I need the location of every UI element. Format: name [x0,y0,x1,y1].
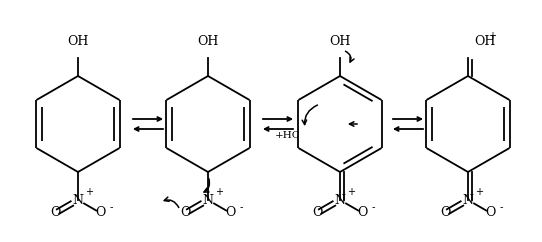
Text: O: O [180,206,191,219]
Text: OH: OH [330,35,351,48]
Text: +: + [85,187,93,197]
Text: -: - [240,202,243,212]
Text: +: + [347,187,355,197]
Text: N: N [73,194,83,206]
Text: +: + [475,187,483,197]
Text: OH: OH [67,35,89,48]
Text: O: O [357,206,367,219]
Text: +: + [488,31,496,41]
Text: N: N [462,194,474,206]
Text: O: O [312,206,322,219]
Text: N: N [334,194,345,206]
Text: -: - [500,202,504,212]
Text: -: - [372,202,375,212]
Text: -: - [110,202,113,212]
Text: O: O [50,206,61,219]
Text: +: + [215,187,223,197]
Text: O: O [95,206,106,219]
Text: N: N [203,194,214,206]
Text: O: O [225,206,236,219]
Text: O: O [440,206,450,219]
Text: +HC: +HC [275,131,301,141]
Text: OH: OH [474,35,495,48]
Text: OH: OH [197,35,218,48]
Text: O: O [485,206,496,219]
